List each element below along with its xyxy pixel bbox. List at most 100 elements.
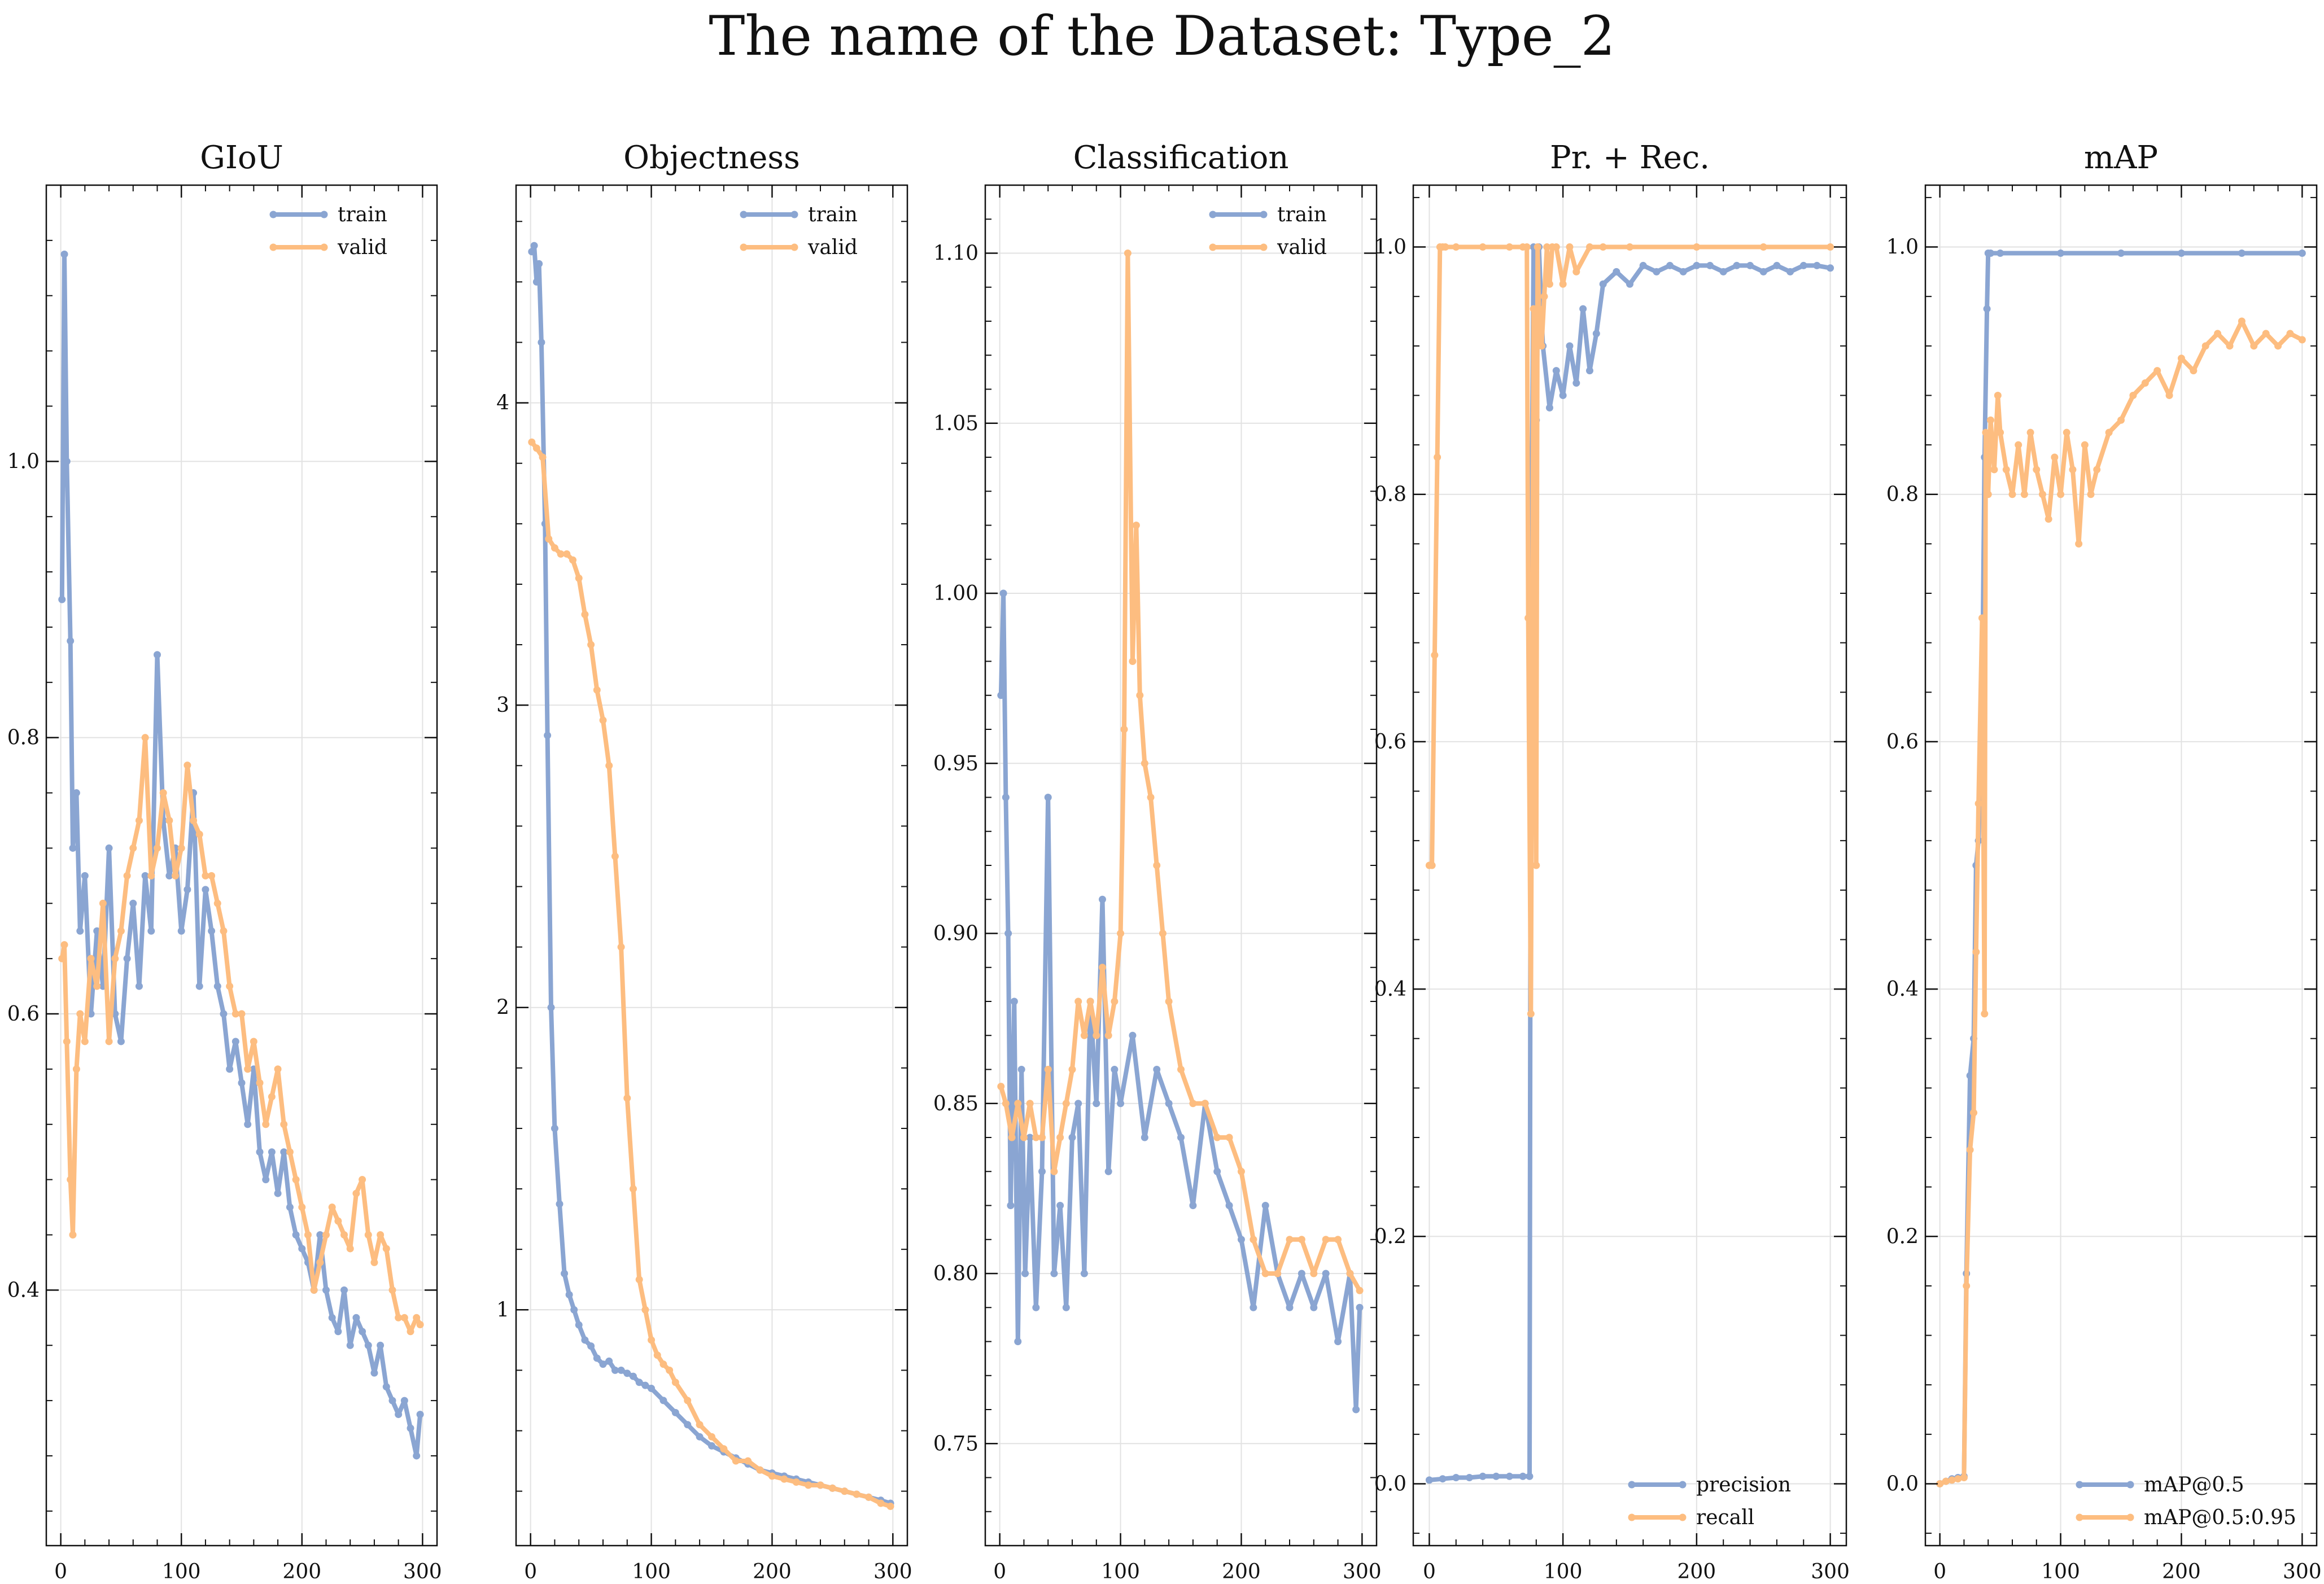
data-point-valid <box>407 1328 414 1336</box>
series-line-train <box>59 252 423 1458</box>
data-point-train <box>1021 1270 1029 1277</box>
data-point-mAP@0.5:0.95 <box>2087 491 2095 498</box>
data-point-train <box>413 1452 421 1460</box>
data-point-train <box>129 899 137 907</box>
data-point-train <box>629 1372 637 1380</box>
data-point-train <box>1004 930 1012 937</box>
plot-frame <box>45 184 438 1547</box>
data-point-recall <box>1441 243 1449 251</box>
series-group <box>1425 243 1834 1484</box>
legend-label: train <box>338 203 387 226</box>
legend-marker <box>790 243 798 251</box>
data-point-train <box>708 1442 715 1450</box>
data-point-train <box>1117 1100 1125 1108</box>
data-point-valid <box>1050 1167 1058 1175</box>
data-point-train <box>623 1369 631 1377</box>
y-tick-label: 0.8 <box>1374 483 1406 506</box>
data-point-precision <box>1592 330 1600 338</box>
data-point-valid <box>841 1487 849 1495</box>
data-point-valid <box>1093 1031 1100 1039</box>
data-point-valid <box>184 762 191 769</box>
y-tick-label: 0.2 <box>1374 1225 1406 1248</box>
data-point-valid <box>1098 964 1106 972</box>
y-tick-label: 1.0 <box>1374 236 1406 259</box>
data-point-precision <box>1813 261 1821 269</box>
data-point-train <box>1038 1167 1046 1175</box>
data-point-valid <box>328 1204 336 1211</box>
data-point-valid <box>195 830 203 838</box>
data-point-mAP@0.5:0.95 <box>1982 428 1990 436</box>
data-point-valid <box>1002 1100 1010 1108</box>
data-point-valid <box>202 872 209 879</box>
data-point-valid <box>1189 1100 1197 1108</box>
data-point-train <box>147 927 155 935</box>
data-point-valid <box>117 927 125 935</box>
data-point-valid <box>599 716 607 724</box>
data-point-train <box>1032 1303 1040 1311</box>
data-point-mAP@0.5 <box>1983 305 1991 313</box>
x-tick-label: 300 <box>1811 1560 1850 1583</box>
data-point-mAP@0.5:0.95 <box>1981 1010 1989 1018</box>
data-point-train <box>1002 794 1010 801</box>
data-point-recall <box>1552 243 1560 251</box>
data-point-valid <box>768 1472 776 1480</box>
data-point-mAP@0.5 <box>2057 250 2065 257</box>
data-point-recall <box>1693 243 1701 251</box>
data-point-mAP@0.5:0.95 <box>2105 428 2113 436</box>
data-point-train <box>1261 1202 1269 1209</box>
data-point-valid <box>238 1010 246 1018</box>
data-point-train <box>352 1314 360 1322</box>
data-point-precision <box>1566 342 1574 350</box>
data-point-train <box>208 927 216 935</box>
data-point-valid <box>58 955 66 962</box>
data-point-precision <box>1579 305 1587 313</box>
data-point-valid <box>805 1481 812 1489</box>
data-point-train <box>231 1038 239 1045</box>
series-line-train <box>998 591 1362 1412</box>
legend: train valid <box>269 203 387 259</box>
data-point-valid <box>274 1065 282 1073</box>
series-group <box>58 250 424 1460</box>
data-point-valid <box>1044 1066 1052 1073</box>
data-point-train <box>184 886 191 894</box>
data-point-valid <box>1120 725 1128 733</box>
data-point-valid <box>244 1065 252 1073</box>
y-tick-label: 0.95 <box>933 752 978 775</box>
data-point-precision <box>1786 268 1794 275</box>
data-point-valid <box>641 1306 649 1314</box>
x-tick-label: 100 <box>1101 1560 1140 1583</box>
data-point-train <box>177 927 185 935</box>
data-point-valid <box>72 1065 80 1073</box>
data-point-valid <box>623 1094 631 1102</box>
y-tick-label: 0.4 <box>1374 978 1406 1001</box>
data-point-train <box>1080 1270 1088 1277</box>
data-point-train <box>1093 1100 1100 1108</box>
data-point-precision <box>1613 268 1620 275</box>
data-point-mAP@0.5:0.95 <box>2057 491 2065 498</box>
data-point-train <box>1010 997 1018 1005</box>
data-point-train <box>165 872 173 879</box>
data-point-train <box>105 844 113 852</box>
data-point-valid <box>1310 1270 1318 1277</box>
legend: train valid <box>740 203 858 259</box>
data-point-valid <box>165 816 173 824</box>
data-point-mAP@0.5:0.95 <box>2063 428 2070 436</box>
data-point-valid <box>1056 1134 1064 1141</box>
data-point-train <box>370 1369 378 1377</box>
y-tick-label: 1.0 <box>7 450 40 473</box>
data-point-train <box>532 278 540 286</box>
data-point-valid <box>1250 1236 1257 1244</box>
data-point-train <box>382 1383 390 1391</box>
data-point-precision <box>1545 404 1553 412</box>
data-point-mAP@0.5:0.95 <box>2298 336 2306 344</box>
data-point-train <box>1098 895 1106 903</box>
data-point-mAP@0.5 <box>2177 250 2185 257</box>
data-point-valid <box>364 1231 372 1239</box>
data-point-recall <box>1428 861 1436 869</box>
legend-label: precision <box>1696 1473 1791 1497</box>
data-point-valid <box>1322 1236 1330 1244</box>
data-point-train <box>364 1341 372 1349</box>
data-point-mAP@0.5:0.95 <box>1954 1475 1962 1483</box>
data-point-precision <box>1425 1476 1433 1484</box>
data-point-valid <box>1334 1236 1342 1244</box>
